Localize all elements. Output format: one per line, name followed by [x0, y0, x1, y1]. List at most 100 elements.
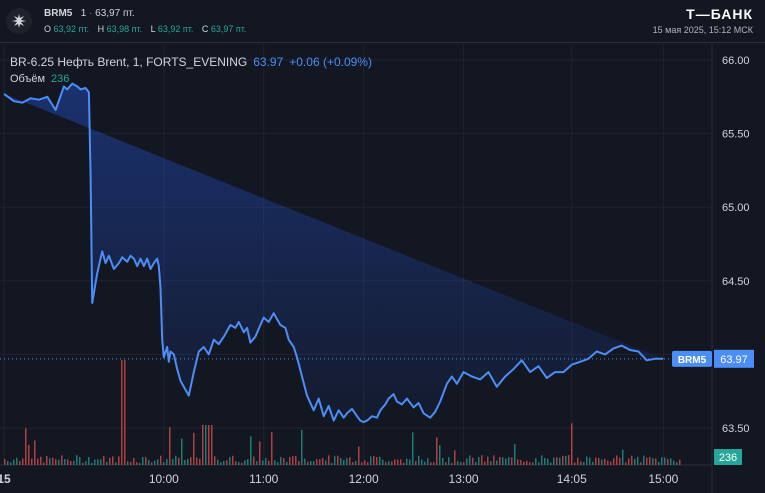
volume-bar: [55, 459, 57, 465]
price-area-fill: [4, 83, 664, 423]
volume-bar: [637, 456, 639, 465]
volume-bar: [325, 460, 327, 465]
volume-bar: [589, 457, 591, 465]
volume-bar: [238, 461, 240, 465]
volume-bar: [418, 455, 420, 465]
volume-bar: [595, 457, 597, 465]
volume-bar: [625, 462, 627, 465]
volume-label[interactable]: Объём: [10, 73, 46, 85]
x-tick-label: 11:00: [249, 472, 278, 486]
y-tick-label: 65.00: [722, 202, 750, 214]
volume-bar: [565, 456, 567, 465]
volume-bar: [583, 462, 585, 465]
volume-bar: [172, 459, 174, 465]
volume-bar: [295, 455, 297, 465]
volume-bar: [394, 459, 396, 465]
brand-logo: Т—БАНК: [686, 6, 753, 22]
volume-bar: [442, 457, 444, 465]
volume-bar: [478, 456, 480, 465]
volume-bar: [121, 360, 123, 465]
separator: ·: [89, 8, 93, 19]
volume-bar: [340, 458, 342, 465]
volume-bar: [346, 458, 348, 465]
volume-bar: [109, 457, 111, 465]
volume-bar: [328, 455, 330, 465]
volume-bar: [364, 460, 366, 465]
volume-bar: [82, 462, 84, 465]
volume-bar: [271, 432, 273, 465]
volume-bar: [532, 462, 534, 465]
volume-bar: [586, 456, 588, 465]
volume-bar: [4, 459, 6, 465]
volume-bar: [439, 445, 441, 465]
series-title[interactable]: BR-6.25 Нефть Brent, 1, FORTS_EVENING: [10, 55, 248, 69]
volume-bar: [487, 456, 489, 465]
volume-bar: [292, 456, 294, 465]
volume-bar: [52, 457, 54, 465]
volume-bar: [559, 457, 561, 465]
volume-bar: [103, 455, 105, 465]
volume-bar: [676, 462, 678, 465]
volume-bar: [334, 456, 336, 465]
y-tick-label: 63.50: [722, 423, 750, 435]
volume-bar: [106, 461, 108, 465]
volume-bar: [421, 459, 423, 465]
volume-bar: [430, 462, 432, 465]
volume-bar: [244, 460, 246, 465]
volume-bar: [79, 457, 81, 465]
volume-bar: [352, 462, 354, 465]
volume-bar: [574, 462, 576, 465]
volume-bar: [403, 462, 405, 465]
interval-label[interactable]: 1: [80, 8, 87, 19]
price-tag-symbol-bg: [672, 350, 712, 367]
volume-bar: [163, 462, 165, 465]
volume-bar: [571, 423, 573, 465]
volume-bar: [316, 459, 318, 465]
volume-bar: [466, 458, 468, 465]
volume-bar: [424, 461, 426, 465]
volume-bar: [544, 457, 546, 465]
volume-bar: [376, 457, 378, 465]
volume-bar: [667, 458, 669, 465]
volume-bar: [19, 461, 21, 465]
volume-bar: [214, 456, 216, 465]
volume-bar: [22, 458, 24, 465]
volume-bar: [379, 456, 381, 465]
volume-bar: [196, 457, 198, 465]
volume-bar: [94, 459, 96, 465]
symbol-name[interactable]: BRM5: [44, 8, 73, 19]
symbol-line: BRM5 1 · 63,97 пт.: [44, 8, 135, 19]
volume-bar: [40, 456, 42, 465]
volume-bar: [64, 459, 66, 465]
y-tick-label: 66.00: [722, 55, 750, 67]
volume-bar: [358, 446, 360, 465]
volume-bar: [550, 462, 552, 465]
volume-bar: [7, 461, 9, 465]
volume-bar: [607, 460, 609, 465]
volume-bar: [268, 460, 270, 465]
volume-legend: Объём 236: [10, 73, 69, 85]
volume-bar: [193, 432, 195, 465]
volume-bar: [412, 432, 414, 465]
ohlc-close-key: C: [201, 24, 209, 34]
volume-bar: [265, 458, 267, 465]
volume-bar: [88, 457, 90, 465]
volume-bar: [388, 461, 390, 465]
volume-bar: [160, 455, 162, 465]
volume-bar: [433, 462, 435, 465]
volume-bar: [307, 461, 309, 465]
volume-bar: [181, 438, 183, 465]
volume-bar: [37, 458, 39, 465]
volume-bar: [469, 455, 471, 465]
volume-tag-bg: [714, 449, 742, 465]
ohlc-high-key: H: [97, 24, 105, 34]
volume-bar: [472, 457, 474, 465]
volume-bar: [199, 458, 201, 465]
y-tick-label: 65.50: [722, 129, 750, 141]
volume-bar: [523, 461, 525, 465]
volume-bar: [601, 459, 603, 465]
volume-bar: [481, 455, 483, 465]
volume-bar: [31, 458, 33, 465]
volume-bar: [505, 458, 507, 465]
